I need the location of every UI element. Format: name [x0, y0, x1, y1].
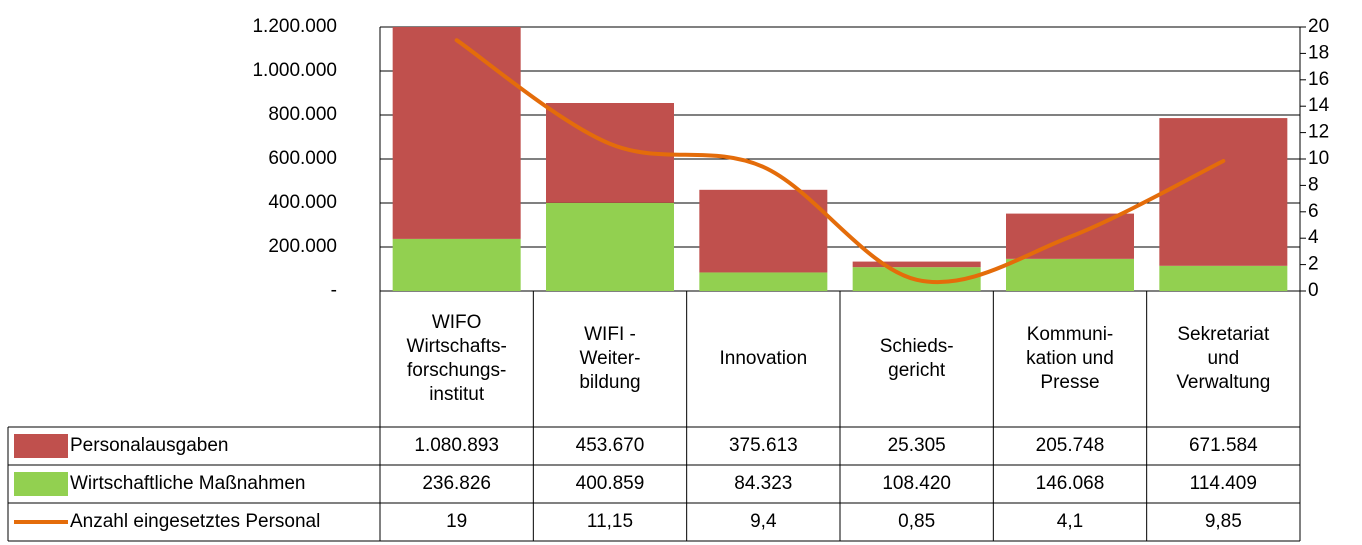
bar [546, 202, 674, 291]
legend-label: Wirtschaftliche Maßnahmen [70, 473, 306, 494]
data-label: 671.584 [1188, 435, 1258, 456]
data-label: 205.748 [1035, 435, 1105, 456]
data-label: 84.323 [734, 473, 793, 494]
legend-key [14, 472, 68, 496]
y2-tick-label: 16 [1308, 69, 1329, 90]
data-label: 19 [446, 511, 468, 532]
data-label: 9,85 [1204, 511, 1242, 532]
bar [392, 27, 521, 239]
y2-tick-label: 20 [1308, 16, 1329, 37]
y-tick-label: 1.200.000 [252, 16, 337, 37]
y-tick-label: 600.000 [268, 148, 337, 169]
bar [1006, 258, 1134, 291]
line-series [454, 38, 1226, 285]
data-label: 146.068 [1035, 473, 1105, 494]
bar [392, 238, 521, 291]
legend-label: Anzahl eingesetztes Personal [70, 511, 321, 532]
y2-tick-label: 2 [1308, 254, 1319, 275]
data-label: 9,4 [750, 511, 777, 532]
y2-tick-label: 0 [1308, 280, 1319, 301]
category-label: Sekretariat und Verwaltung [1176, 324, 1271, 393]
bar [699, 189, 828, 273]
category-label: WIFO Wirtschafts- forschungs- institut [406, 312, 507, 405]
category-label: Innovation [719, 348, 808, 369]
category-label: WIFI - Weiter- bildung [579, 324, 641, 393]
y-tick-label: 800.000 [268, 104, 337, 125]
data-label: 11,15 [586, 511, 634, 532]
data-label: 400.859 [575, 473, 645, 494]
y2-tick-label: 6 [1308, 201, 1319, 222]
bar [852, 261, 981, 268]
y2-tick-label: 14 [1308, 95, 1330, 116]
legend-key [14, 434, 68, 458]
y2-tick-label: 4 [1308, 227, 1319, 248]
bar [1159, 118, 1288, 266]
data-label: 108.420 [882, 473, 951, 494]
data-label: 25.305 [887, 435, 946, 456]
y2-tick-label: 12 [1308, 122, 1329, 143]
data-label: 236.826 [422, 473, 491, 494]
legend-label: Personalausgaben [70, 435, 229, 456]
y2-tick-label: 10 [1308, 148, 1329, 169]
y2-tick-label: 8 [1308, 174, 1319, 195]
y-tick-label: 1.000.000 [252, 60, 337, 81]
data-label: 4,1 [1056, 511, 1084, 532]
bar [699, 272, 828, 291]
data-label: 453.670 [575, 435, 645, 456]
category-label: Kommuni- kation und Presse [1026, 324, 1114, 393]
category-label: Schieds- gericht [879, 336, 954, 381]
y-tick-label: 400.000 [268, 192, 337, 213]
data-label: 375.613 [728, 435, 798, 456]
bars [392, 27, 1288, 291]
data-label: 0,85 [898, 511, 936, 532]
data-label: 114.409 [1189, 473, 1257, 494]
y-tick-label: 200.000 [268, 236, 337, 257]
y2-tick-label: 18 [1308, 42, 1329, 63]
bar [1159, 265, 1288, 291]
y-tick-label: - [331, 280, 337, 301]
data-label: 1.080.893 [414, 435, 499, 456]
